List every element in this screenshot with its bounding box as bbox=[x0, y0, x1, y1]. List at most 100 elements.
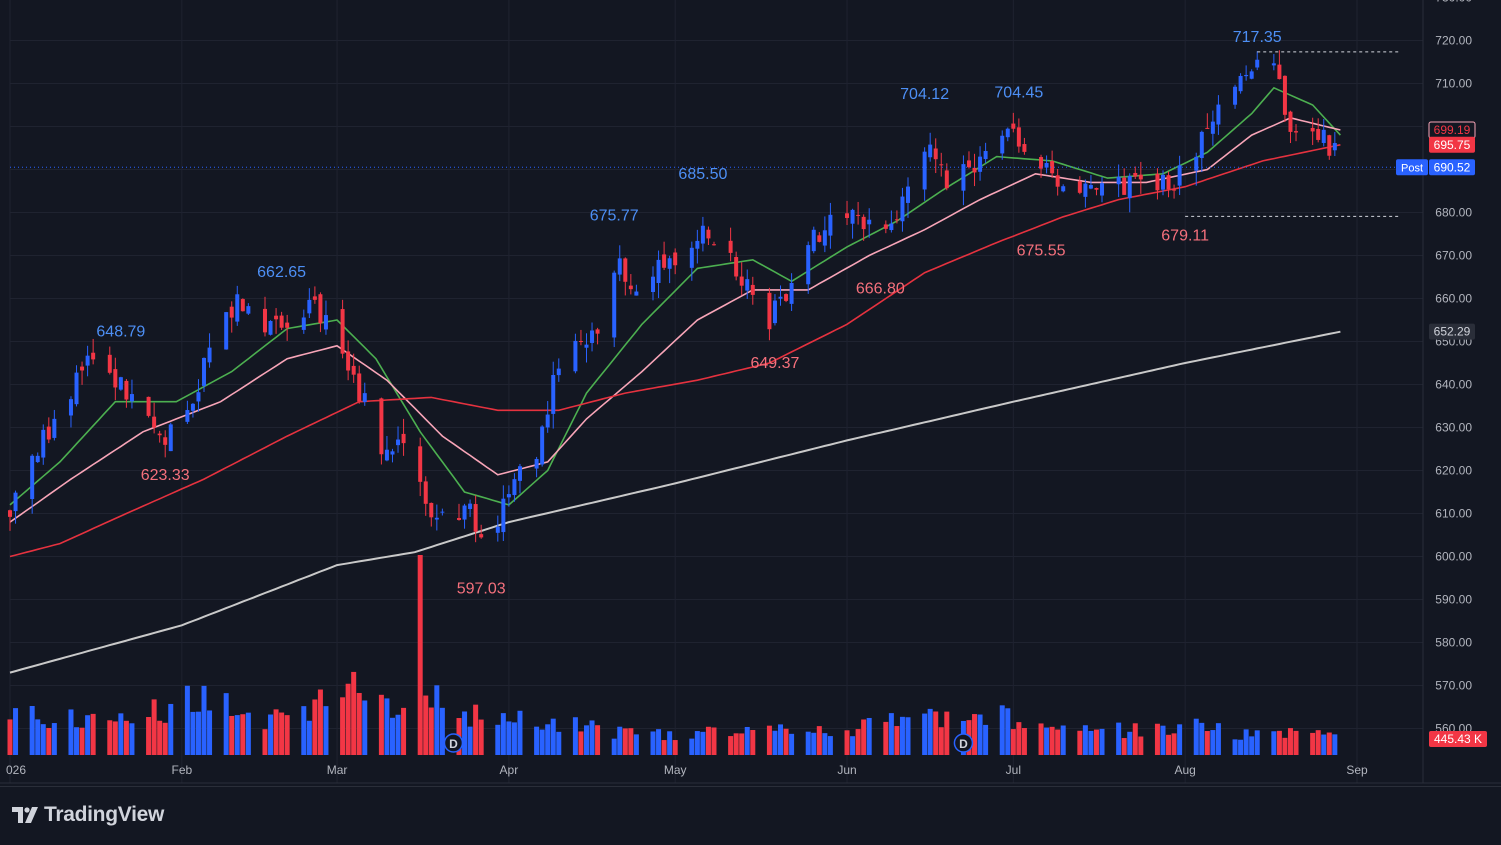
brand[interactable]: TradingView bbox=[12, 803, 164, 827]
volume-bar bbox=[999, 705, 1005, 755]
candle-body bbox=[207, 347, 212, 363]
volume-bar bbox=[1010, 729, 1016, 755]
candle-body bbox=[728, 240, 733, 253]
dividend-marker[interactable]: D bbox=[443, 733, 464, 753]
candle-body bbox=[190, 403, 195, 411]
volume-bar bbox=[850, 736, 856, 755]
volume-bar bbox=[129, 723, 135, 755]
volume-badge-text: 445.43 K bbox=[1434, 732, 1482, 746]
volume-bar bbox=[888, 713, 894, 755]
candle-body bbox=[41, 429, 46, 458]
volume-bar bbox=[317, 689, 323, 755]
candle-body bbox=[734, 256, 739, 277]
volume-bar bbox=[744, 726, 750, 755]
volume-bar bbox=[500, 713, 506, 755]
volume-bar bbox=[1177, 724, 1183, 755]
price-badge-box bbox=[1429, 323, 1475, 340]
volume-bar bbox=[1232, 739, 1238, 755]
volume-bar bbox=[90, 713, 96, 755]
volume-bar bbox=[1166, 734, 1172, 755]
candle-body bbox=[700, 225, 705, 244]
candle-body bbox=[462, 505, 467, 520]
candle-body bbox=[323, 315, 328, 330]
volume-bar bbox=[1093, 729, 1099, 755]
volume-bar bbox=[750, 729, 756, 755]
candle-body bbox=[750, 284, 755, 295]
dividend-marker[interactable]: D bbox=[953, 733, 974, 753]
chart-canvas[interactable]: 648.79 662.65 675.77 685.50 704.12 704.45 717.… bbox=[0, 0, 1501, 786]
candle-body bbox=[656, 259, 661, 284]
candle-body bbox=[163, 437, 168, 445]
candle-body bbox=[1088, 185, 1093, 189]
candle-body bbox=[1172, 189, 1177, 191]
candle-body bbox=[595, 329, 600, 334]
volume-bar bbox=[766, 725, 772, 755]
candle-body bbox=[457, 518, 461, 520]
candle-body bbox=[429, 502, 434, 518]
price-badge-tag bbox=[1396, 159, 1428, 176]
candle-body bbox=[1160, 174, 1165, 190]
candle-body bbox=[118, 377, 123, 390]
candle-body bbox=[1327, 135, 1332, 156]
x-tick-label: Feb bbox=[171, 763, 192, 777]
volume-bar bbox=[694, 731, 700, 755]
candle-body bbox=[434, 517, 439, 520]
volume-bar bbox=[922, 713, 928, 755]
candle-body bbox=[867, 219, 872, 225]
price-badge: 652.29 bbox=[1429, 323, 1475, 340]
candle-body bbox=[274, 315, 279, 320]
volume-bar bbox=[1060, 725, 1066, 755]
candle-body bbox=[856, 214, 861, 216]
candle-body bbox=[651, 276, 656, 293]
candle-body bbox=[1077, 181, 1082, 193]
candle-body bbox=[584, 344, 589, 348]
candle-body bbox=[74, 372, 79, 405]
volume-bar bbox=[51, 723, 57, 755]
price-badge-box bbox=[1429, 159, 1475, 176]
candle-body bbox=[1155, 173, 1160, 191]
candle-body bbox=[1177, 165, 1182, 186]
y-tick-label: 680.00 bbox=[1435, 206, 1472, 220]
volume-bar bbox=[195, 711, 201, 755]
candle-body bbox=[68, 399, 73, 416]
volume-bar bbox=[894, 726, 900, 755]
candle-body bbox=[944, 170, 949, 189]
time-axis[interactable]: 026 Feb Mar Apr May Jun Jul Aug Sep bbox=[6, 763, 1368, 777]
volume-bar bbox=[1154, 723, 1160, 755]
candle-body bbox=[883, 224, 888, 229]
candle-body bbox=[1199, 131, 1204, 159]
volume-bar bbox=[1005, 708, 1011, 755]
volume-bar bbox=[611, 738, 617, 755]
volume-bar bbox=[772, 730, 778, 755]
volume-bar bbox=[190, 711, 196, 755]
candle-body bbox=[1288, 111, 1293, 132]
candle-body bbox=[318, 294, 323, 324]
candle-body bbox=[1133, 172, 1138, 177]
candle-body bbox=[351, 365, 356, 375]
volume-bar bbox=[1016, 722, 1022, 755]
candle-body bbox=[85, 355, 90, 366]
volume-bar bbox=[550, 718, 556, 755]
candle-body bbox=[80, 366, 85, 371]
volume-bar bbox=[938, 727, 944, 755]
volume-bar bbox=[1293, 730, 1299, 755]
volume-bar bbox=[1138, 736, 1144, 755]
volume-bar bbox=[1249, 736, 1255, 755]
candle-body bbox=[346, 351, 351, 371]
candle-body bbox=[573, 340, 578, 372]
candle-body bbox=[906, 186, 910, 203]
volume-bar bbox=[1127, 731, 1133, 755]
candle-body bbox=[1244, 74, 1249, 77]
candle-body bbox=[168, 424, 173, 452]
y-tick-label: 590.00 bbox=[1435, 593, 1472, 607]
volume-bar bbox=[1038, 723, 1044, 755]
trough-label: 623.33 bbox=[141, 467, 190, 484]
candle-body bbox=[1122, 177, 1127, 195]
candle-body bbox=[806, 245, 811, 285]
candle-body bbox=[778, 296, 783, 299]
x-tick-label: Jun bbox=[837, 763, 856, 777]
candle-body bbox=[850, 209, 855, 224]
